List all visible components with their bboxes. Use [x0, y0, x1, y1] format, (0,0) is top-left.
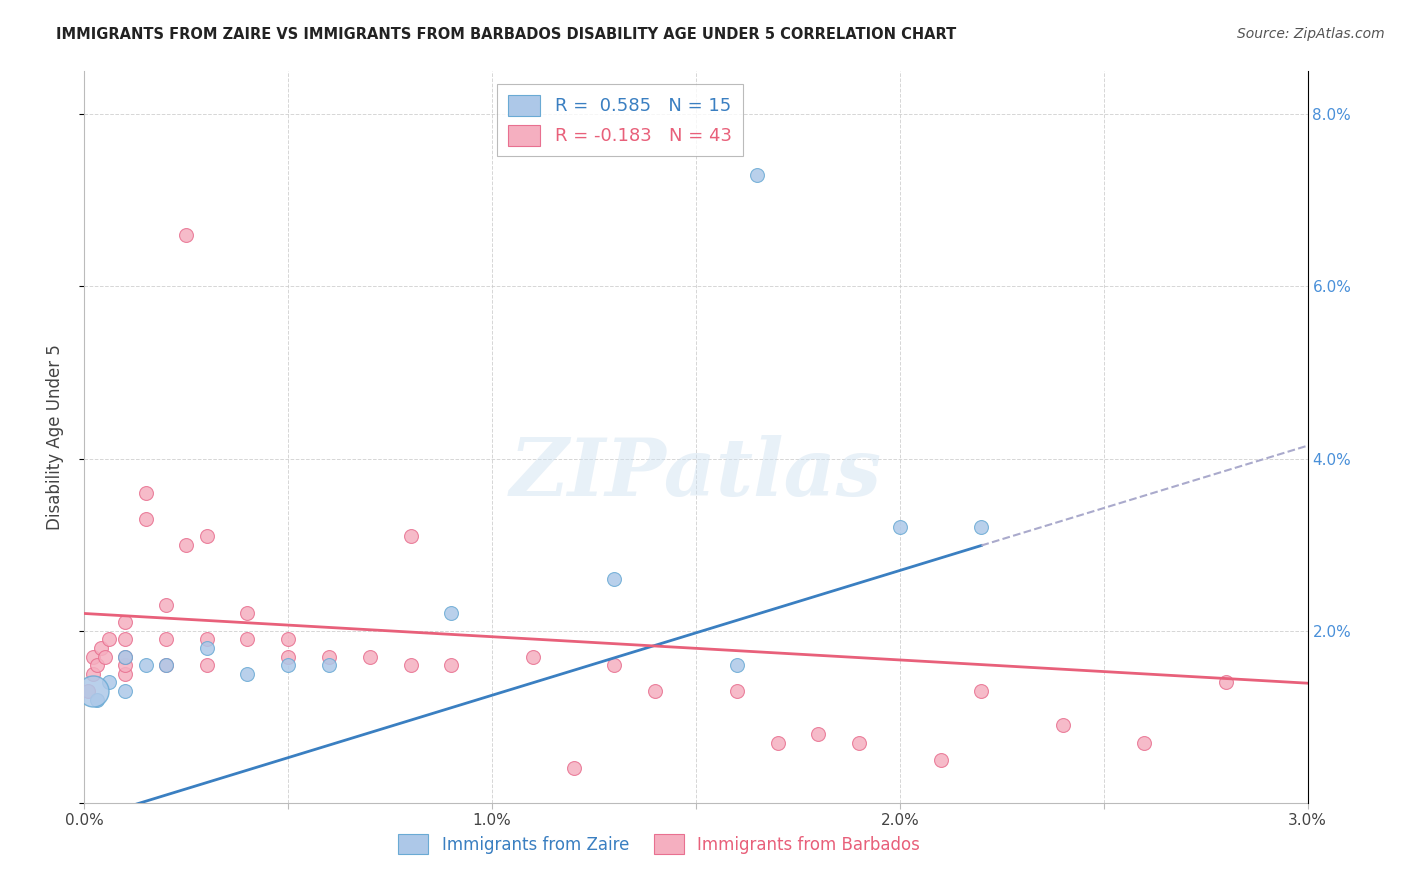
Point [522, 649, 544, 664]
Text: Source: ZipAtlas.com: Source: ZipAtlas.com [1237, 27, 1385, 41]
Point [277, 649, 299, 664]
Point [644, 684, 666, 698]
Point [155, 632, 177, 647]
Point [195, 640, 218, 655]
Y-axis label: Disability Age Under 5: Disability Age Under 5 [45, 344, 63, 530]
Point [135, 512, 157, 526]
Point [114, 658, 136, 673]
Point [135, 486, 157, 500]
Point [176, 227, 198, 242]
Legend: Immigrants from Zaire, Immigrants from Barbados: Immigrants from Zaire, Immigrants from B… [392, 828, 927, 860]
Point [195, 529, 218, 543]
Point [970, 520, 993, 534]
Point [277, 632, 299, 647]
Point [236, 632, 259, 647]
Point [766, 735, 789, 749]
Point [318, 658, 340, 673]
Point [848, 735, 870, 749]
Point [155, 658, 177, 673]
Point [114, 649, 136, 664]
Point [114, 666, 136, 681]
Point [195, 658, 218, 673]
Point [725, 658, 748, 673]
Point [90, 640, 112, 655]
Point [318, 649, 340, 664]
Point [929, 753, 952, 767]
Point [155, 598, 177, 612]
Point [93, 649, 117, 664]
Point [603, 572, 626, 586]
Point [114, 649, 136, 664]
Point [114, 632, 136, 647]
Point [807, 727, 830, 741]
Point [195, 632, 218, 647]
Point [82, 666, 104, 681]
Point [440, 607, 463, 621]
Point [97, 632, 120, 647]
Point [399, 529, 422, 543]
Text: ZIPatlas: ZIPatlas [510, 435, 882, 512]
Point [725, 684, 748, 698]
Point [1215, 675, 1237, 690]
Point [562, 761, 585, 775]
Point [399, 658, 422, 673]
Point [114, 684, 136, 698]
Point [82, 649, 104, 664]
Point [236, 666, 259, 681]
Point [236, 607, 259, 621]
Point [970, 684, 993, 698]
Point [97, 675, 120, 690]
Point [114, 615, 136, 629]
Point [277, 658, 299, 673]
Point [1052, 718, 1074, 732]
Point [889, 520, 911, 534]
Point [155, 658, 177, 673]
Point [359, 649, 381, 664]
Point [86, 658, 108, 673]
Point [603, 658, 626, 673]
Text: IMMIGRANTS FROM ZAIRE VS IMMIGRANTS FROM BARBADOS DISABILITY AGE UNDER 5 CORRELA: IMMIGRANTS FROM ZAIRE VS IMMIGRANTS FROM… [56, 27, 956, 42]
Point [747, 168, 769, 182]
Point [82, 684, 104, 698]
Point [440, 658, 463, 673]
Point [1133, 735, 1156, 749]
Point [77, 684, 100, 698]
Point [176, 538, 198, 552]
Point [86, 692, 108, 706]
Point [135, 658, 157, 673]
